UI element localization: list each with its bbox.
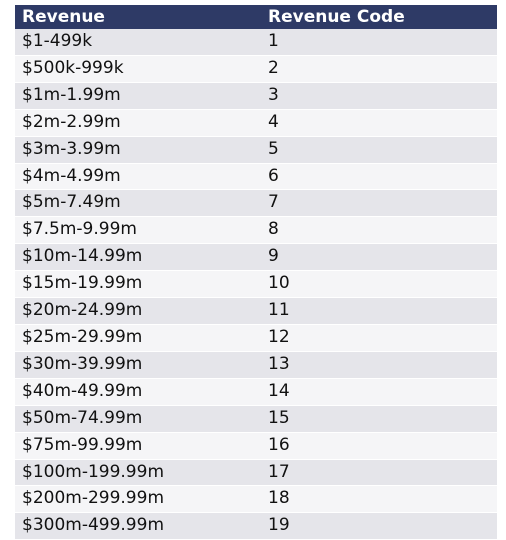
column-header-revenue-code: Revenue Code — [268, 7, 405, 27]
revenue-code-cell: 10 — [261, 270, 497, 299]
revenue-cell: $5m-7.49m — [15, 189, 261, 218]
revenue-cell: $500k-999k — [15, 55, 261, 83]
revenue-cell: $1-499k — [15, 29, 261, 56]
revenue-code-cell: 18 — [261, 485, 497, 514]
revenue-cell: $50m-74.99m — [15, 405, 261, 433]
table-row: $30m-39.99m 13 — [15, 351, 497, 379]
revenue-cell: $75m-99.99m — [15, 432, 261, 460]
revenue-cell: $7.5m-9.99m — [15, 216, 261, 245]
revenue-code-cell: 16 — [261, 432, 497, 460]
revenue-code-cell: 15 — [261, 405, 497, 433]
table-row: $3m-3.99m 5 — [15, 136, 497, 164]
table-row: $15m-19.99m 10 — [15, 270, 497, 299]
table-row: $10m-14.99m 9 — [15, 243, 497, 272]
revenue-cell: $40m-49.99m — [15, 378, 261, 406]
revenue-code-table-container: Revenue Revenue Code $1-499k 1 $500k-999… — [15, 5, 497, 540]
revenue-cell: $15m-19.99m — [15, 270, 261, 299]
revenue-code-table: Revenue Revenue Code $1-499k 1 $500k-999… — [15, 5, 497, 540]
revenue-cell: $300m-499.99m — [15, 512, 261, 540]
table-row: $200m-299.99m 18 — [15, 485, 497, 514]
revenue-code-cell: 6 — [261, 163, 497, 191]
revenue-cell: $1m-1.99m — [15, 82, 261, 110]
table-row: $2m-2.99m 4 — [15, 109, 497, 137]
revenue-code-cell: 13 — [261, 351, 497, 379]
revenue-code-cell: 5 — [261, 136, 497, 164]
table-body: $1-499k 1 $500k-999k 2 $1m-1.99m 3 $2m-2… — [15, 29, 497, 540]
revenue-code-cell: 7 — [261, 189, 497, 218]
revenue-cell: $4m-4.99m — [15, 163, 261, 191]
revenue-code-cell: 1 — [261, 29, 497, 56]
revenue-code-cell: 14 — [261, 378, 497, 406]
revenue-cell: $10m-14.99m — [15, 243, 261, 272]
table-row: $4m-4.99m 6 — [15, 163, 497, 191]
table-row: $40m-49.99m 14 — [15, 378, 497, 406]
table-row: $1m-1.99m 3 — [15, 82, 497, 110]
table-row: $20m-24.99m 11 — [15, 297, 497, 325]
revenue-cell: $2m-2.99m — [15, 109, 261, 137]
revenue-cell: $25m-29.99m — [15, 324, 261, 352]
table-row: $500k-999k 2 — [15, 55, 497, 83]
column-header-revenue: Revenue — [22, 7, 105, 27]
revenue-code-cell: 2 — [261, 55, 497, 83]
revenue-cell: $20m-24.99m — [15, 297, 261, 325]
table-header-row: Revenue Revenue Code — [15, 5, 497, 29]
revenue-code-cell: 4 — [261, 109, 497, 137]
revenue-cell: $30m-39.99m — [15, 351, 261, 379]
revenue-cell: $3m-3.99m — [15, 136, 261, 164]
table-row: $75m-99.99m 16 — [15, 432, 497, 460]
table-row: $7.5m-9.99m 8 — [15, 216, 497, 245]
table-row: $100m-199.99m 17 — [15, 459, 497, 487]
revenue-code-cell: 12 — [261, 324, 497, 352]
revenue-cell: $200m-299.99m — [15, 485, 261, 514]
revenue-cell: $100m-199.99m — [15, 459, 261, 487]
table-row: $50m-74.99m 15 — [15, 405, 497, 433]
table-row: $1-499k 1 — [15, 29, 497, 56]
revenue-code-cell: 9 — [261, 243, 497, 272]
table-row: $25m-29.99m 12 — [15, 324, 497, 352]
revenue-code-cell: 11 — [261, 297, 497, 325]
table-row: $300m-499.99m 19 — [15, 512, 497, 540]
revenue-code-cell: 19 — [261, 512, 497, 540]
table-row: $5m-7.49m 7 — [15, 189, 497, 218]
revenue-code-cell: 3 — [261, 82, 497, 110]
revenue-code-cell: 8 — [261, 216, 497, 245]
revenue-code-cell: 17 — [261, 459, 497, 487]
